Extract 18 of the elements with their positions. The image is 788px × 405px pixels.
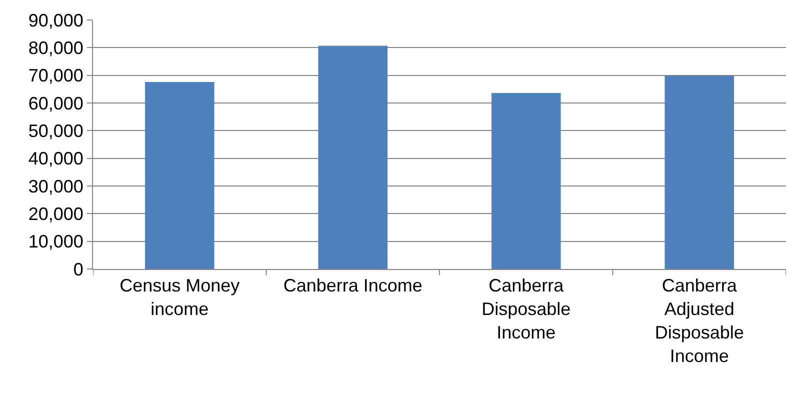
x-tick-label: Census Money income <box>120 276 240 319</box>
y-tick-label: 20,000 <box>28 204 84 224</box>
bar <box>318 46 388 269</box>
y-tick-label: 30,000 <box>28 176 84 196</box>
y-tick-label: 80,000 <box>28 38 84 58</box>
bar <box>664 76 734 269</box>
y-tick-label: 0 <box>73 259 84 280</box>
x-tick-label: Canberra Disposable Income <box>482 276 571 342</box>
y-tick-label: 10,000 <box>28 232 84 252</box>
y-tick-label: 40,000 <box>28 148 84 169</box>
bar <box>491 93 561 269</box>
y-tick-label: 90,000 <box>28 10 84 30</box>
y-tick-label: 70,000 <box>28 66 84 86</box>
y-tick-label: 60,000 <box>28 93 84 114</box>
bar <box>144 82 214 269</box>
x-tick-label: Canberra Adjusted Disposable Income <box>654 276 744 366</box>
x-tick-label: Canberra Income <box>283 276 422 296</box>
y-tick-label: 50,000 <box>28 120 84 141</box>
